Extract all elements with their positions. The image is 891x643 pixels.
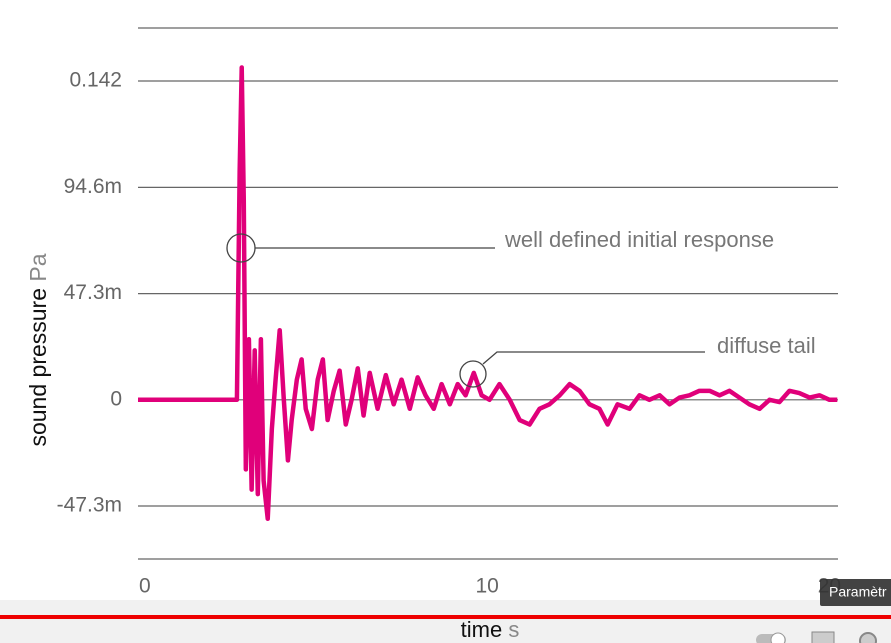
y-tick-label: 0 — [110, 387, 122, 410]
x-label: time — [461, 617, 503, 642]
tooltip-text: Paramètr — [829, 584, 887, 600]
y-tick-label: -47.3m — [57, 494, 122, 517]
x-tick-label: 0 — [139, 575, 151, 598]
player-bar — [0, 600, 891, 643]
plot — [138, 65, 838, 522]
captions-button[interactable] — [811, 631, 835, 643]
toggle-knob — [770, 632, 786, 643]
x-axis-title: time s — [461, 617, 520, 642]
tooltip: Paramètr — [820, 579, 891, 606]
y-tick-label: 47.3m — [64, 281, 122, 304]
annotation-circle — [459, 360, 487, 388]
y-tick-label: 94.6m — [64, 175, 122, 198]
progress-bar[interactable] — [0, 615, 891, 619]
y-tick-label: 0.142 — [69, 69, 122, 92]
annotation: well defined initial response — [504, 227, 774, 252]
y-unit: Pa — [25, 253, 51, 281]
settings-button[interactable] — [859, 632, 877, 643]
y-label: sound pressure — [25, 288, 51, 447]
x-unit: s — [508, 617, 519, 642]
annotation: diffuse tail — [717, 333, 816, 358]
tooltip-box — [820, 579, 891, 606]
data-line — [138, 65, 838, 522]
y-axis-title: sound pressure Pa — [25, 253, 51, 446]
annotation-line — [482, 351, 705, 365]
x-tick-label: 10 — [475, 575, 498, 598]
